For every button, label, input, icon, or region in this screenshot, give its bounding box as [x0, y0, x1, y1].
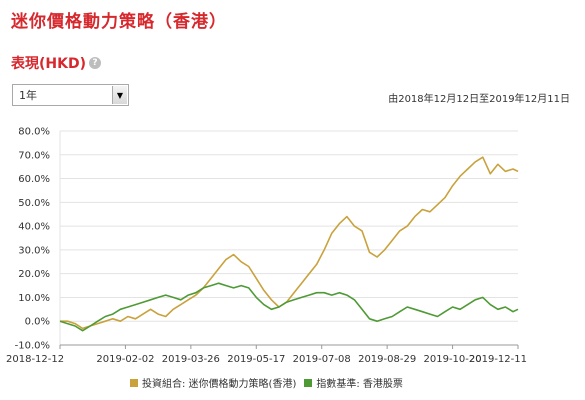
x-tick-label: 2019-12-11: [469, 354, 527, 365]
x-tick-label: 2019-07-08: [293, 354, 351, 365]
performance-heading-label: 表現(HKD): [11, 56, 86, 72]
y-axis: 80.0% 70.0% 60.0% 50.0% 40.0% 30.0% 20.0% 10.0%…: [15, 127, 50, 352]
page-title: 迷你價格動力策略（香港）: [11, 12, 227, 32]
chevron-down-icon[interactable]: ▼: [112, 86, 127, 104]
legend-item-benchmark[interactable]: 指數基準: 香港股票: [304, 375, 403, 390]
date-range: 由2018年12月12日至2019年12月11日: [388, 94, 570, 105]
x-tick-label: 2018-12-12: [6, 354, 64, 365]
y-tick-label: 40.0%: [18, 222, 50, 233]
x-tick-label: 2019-02-02: [96, 354, 154, 365]
y-tick-label: 20.0%: [18, 269, 50, 280]
chart-legend: 投資組合: 迷你價格動力策略(香港) 指數基準: 香港股票: [130, 375, 411, 390]
period-select[interactable]: 1年 ▼: [12, 84, 129, 106]
legend-swatch-portfolio: [130, 378, 138, 387]
x-axis: 2018-12-12 2019-02-02 2019-03-26 2019-05-17…: [6, 345, 527, 365]
x-tick-label: 2019-10-20: [424, 354, 482, 365]
legend-item-portfolio[interactable]: 投資組合: 迷你價格動力策略(香港): [130, 375, 296, 390]
legend-label-benchmark: 指數基準: 香港股票: [316, 379, 403, 390]
legend-label-portfolio: 投資組合: 迷你價格動力策略(香港): [142, 379, 297, 390]
help-icon[interactable]: ?: [88, 57, 101, 69]
y-tick-label: 60.0%: [18, 174, 50, 185]
series-line-benchmark: [59, 282, 519, 332]
y-tick-label: 50.0%: [18, 198, 50, 209]
y-tick-label: 10.0%: [18, 293, 50, 304]
y-tick-label: -10.0%: [15, 341, 50, 352]
chart-series: [59, 156, 519, 332]
series-line-portfolio: [60, 156, 519, 330]
y-tick-label: 80.0%: [18, 127, 50, 138]
period-select-value: 1年: [19, 89, 37, 102]
x-tick-label: 2019-05-17: [227, 354, 285, 365]
performance-heading: 表現(HKD) ?: [11, 53, 101, 73]
x-tick-label: 2019-08-29: [358, 354, 416, 365]
y-tick-label: 70.0%: [18, 150, 50, 161]
y-tick-label: 30.0%: [18, 245, 50, 256]
legend-swatch-benchmark: [304, 378, 313, 387]
chart-grid: [59, 130, 518, 346]
x-tick-label: 2019-03-26: [162, 354, 220, 365]
y-tick-label: 0.0%: [25, 317, 50, 328]
